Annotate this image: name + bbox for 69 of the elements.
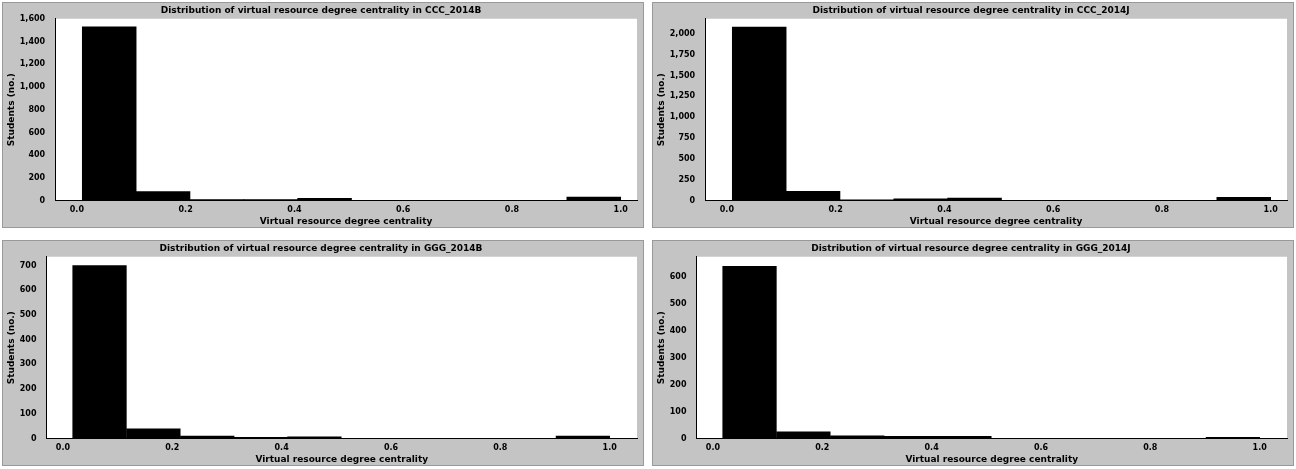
y-tick-label: 800 — [28, 104, 46, 114]
x-tick-label: 0.2 — [178, 205, 193, 215]
y-tick-label: 300 — [19, 359, 37, 369]
chart-title: Distribution of virtual resource degree centrality in CCC_2014B — [160, 4, 482, 15]
y-tick-label: 1,200 — [19, 59, 46, 69]
x-tick-label: 1.0 — [613, 205, 629, 215]
y-tick-label: 1,400 — [19, 36, 46, 46]
x-tick-label: 0.4 — [937, 205, 952, 215]
x-axis-title: Virtual resource degree centrality — [905, 453, 1079, 464]
y-tick-label: 1,000 — [19, 82, 46, 92]
x-axis-title: Virtual resource degree centrality — [255, 453, 429, 464]
x-tick-label: 0.0 — [719, 205, 735, 215]
y-tick-label: 250 — [678, 174, 696, 184]
y-tick-label: 500 — [669, 299, 687, 309]
y-tick-label: 400 — [28, 150, 46, 160]
y-tick-label: 100 — [669, 406, 687, 416]
y-tick-label: 2,000 — [669, 28, 696, 38]
x-tick-label: 0.6 — [1033, 443, 1049, 453]
x-tick-label: 0.4 — [924, 443, 940, 453]
x-tick-label: 0.8 — [504, 205, 520, 215]
x-tick-label: 0.0 — [705, 443, 721, 453]
y-tick-label: 600 — [669, 272, 687, 282]
x-tick-label: 0.2 — [828, 205, 843, 215]
y-axis-title: Students (no.) — [5, 73, 16, 147]
x-tick-label: 0.4 — [274, 443, 290, 453]
x-tick-label: 1.0 — [1252, 443, 1268, 453]
y-tick-label: 1,000 — [669, 112, 696, 122]
x-tick-label: 1.0 — [602, 443, 618, 453]
x-axis-title: Virtual resource degree centrality — [259, 215, 433, 226]
y-tick-label: 500 — [678, 153, 696, 163]
chart-title: Distribution of virtual resource degree centrality in GGG_2014B — [159, 242, 483, 253]
chart-title: Distribution of virtual resource degree centrality in CCC_2014J — [812, 4, 1130, 15]
y-tick-label: 600 — [28, 127, 46, 137]
x-tick-label: 0.2 — [815, 443, 830, 453]
x-axis-title: Virtual resource degree centrality — [909, 215, 1083, 226]
chart-title: Distribution of virtual resource degree centrality in GGG_2014J — [811, 242, 1131, 253]
y-tick-label: 700 — [19, 260, 37, 270]
y-tick-label: 300 — [669, 352, 687, 362]
x-tick-label: 1.0 — [1263, 205, 1279, 215]
y-tick-label: 200 — [669, 379, 687, 389]
x-tick-label: 0.6 — [396, 205, 411, 215]
x-tick-label: 0.8 — [493, 443, 508, 453]
y-tick-label: 400 — [669, 325, 687, 335]
x-tick-label: 0.8 — [1143, 443, 1158, 453]
y-tick-label: 1,250 — [669, 91, 696, 101]
y-tick-label: 0 — [680, 433, 687, 443]
y-tick-label: 750 — [678, 133, 696, 143]
y-tick-label: 100 — [19, 408, 37, 418]
y-tick-label: 600 — [19, 285, 37, 295]
y-tick-label: 1,500 — [669, 70, 696, 80]
y-tick-label: 200 — [19, 384, 37, 394]
y-tick-label: 200 — [28, 172, 46, 182]
y-tick-label: 0 — [30, 433, 37, 443]
y-axis-title: Students (no.) — [655, 311, 666, 385]
y-tick-label: 0 — [689, 195, 696, 205]
y-tick-label: 400 — [19, 334, 37, 344]
x-tick-label: 0.4 — [287, 205, 302, 215]
y-tick-label: 1,750 — [669, 49, 696, 59]
x-tick-label: 0.2 — [165, 443, 180, 453]
x-tick-label: 0.0 — [55, 443, 71, 453]
x-tick-label: 0.8 — [1154, 205, 1170, 215]
y-axis-title: Students (no.) — [655, 73, 666, 147]
x-tick-label: 0.6 — [1046, 205, 1061, 215]
y-tick-label: 500 — [19, 310, 37, 319]
y-tick-label: 0 — [39, 195, 46, 205]
y-tick-label: 1,600 — [19, 13, 46, 23]
y-axis-title: Students (no.) — [5, 311, 16, 385]
x-tick-label: 0.0 — [69, 205, 85, 215]
x-tick-label: 0.6 — [383, 443, 399, 453]
